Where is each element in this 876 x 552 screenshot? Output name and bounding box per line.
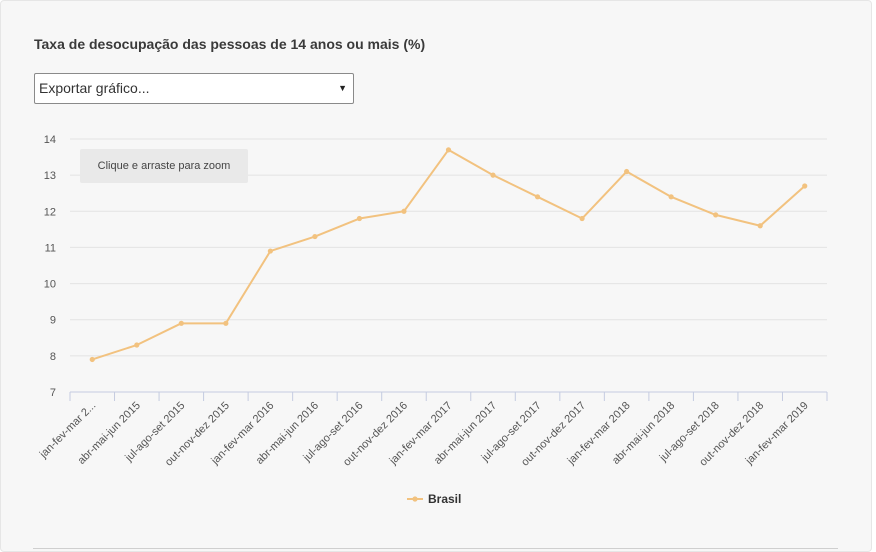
chart-title: Taxa de desocupação das pessoas de 14 an… [34, 36, 426, 52]
legend-label-brasil: Brasil [428, 492, 461, 506]
data-point [534, 194, 541, 200]
legend-point-marker [412, 496, 418, 502]
data-point [579, 215, 585, 222]
data-point [356, 215, 363, 222]
y-tick-label: 8 [50, 351, 56, 363]
y-tick-label: 13 [44, 170, 56, 182]
data-point [713, 212, 719, 218]
data-point [223, 320, 229, 326]
y-tick-label: 12 [44, 206, 56, 218]
data-point [757, 223, 763, 229]
data-point [802, 183, 808, 189]
data-point [89, 356, 95, 363]
y-tick-label: 7 [50, 387, 56, 399]
export-chart-select[interactable]: Exportar gráfico... ▼ [34, 73, 354, 104]
y-tick-label: 10 [44, 279, 56, 291]
data-point [178, 320, 184, 326]
data-point [490, 172, 496, 178]
y-tick-label: 11 [45, 242, 56, 254]
y-tick-label: 9 [50, 315, 56, 327]
data-point [134, 342, 140, 348]
chevron-down-icon: ▼ [338, 83, 347, 93]
data-point [624, 168, 630, 175]
data-point [401, 208, 407, 214]
zoom-hint: Clique e arraste para zoom [80, 149, 248, 183]
data-point [668, 194, 674, 200]
data-point [267, 248, 273, 254]
y-tick-label: 14 [44, 134, 56, 146]
data-point [445, 147, 452, 153]
data-point [312, 233, 318, 240]
export-select-label: Exportar gráfico... [39, 80, 150, 96]
bottom-divider [33, 548, 838, 549]
